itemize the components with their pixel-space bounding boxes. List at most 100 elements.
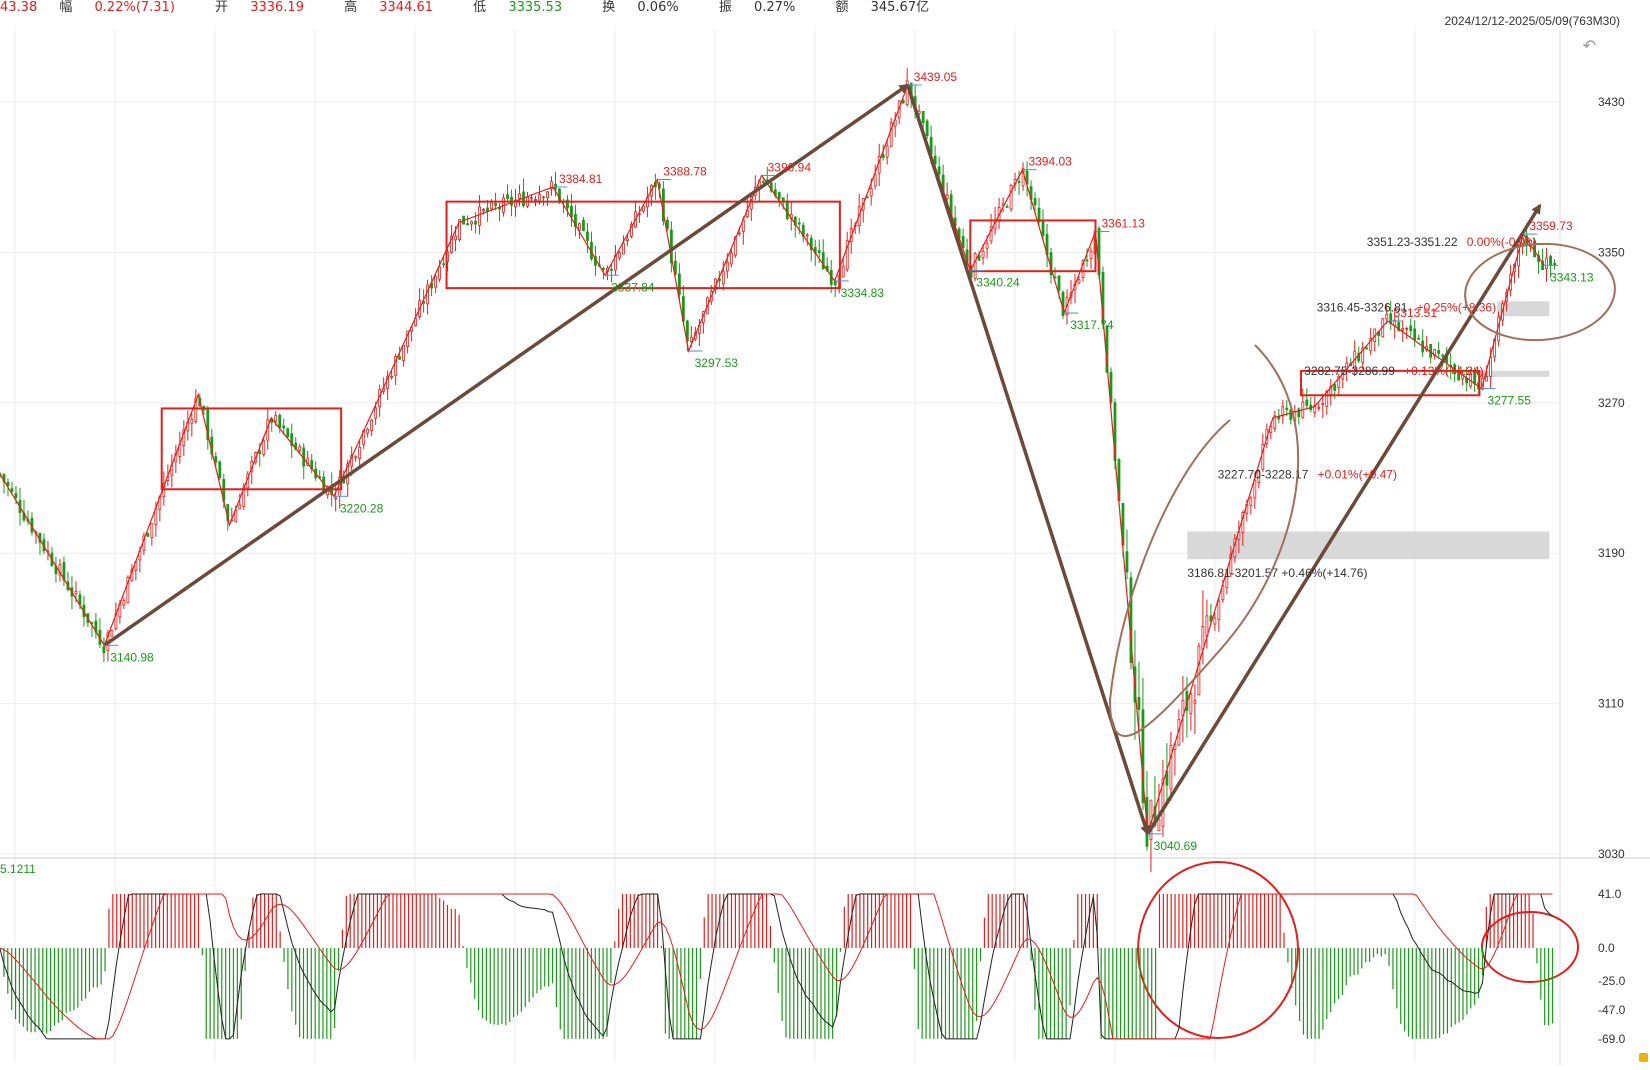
candle-body [618, 252, 621, 259]
candle-body [1125, 551, 1129, 573]
candle-body [426, 284, 430, 305]
trend-arrow [1146, 203, 1542, 835]
candle-body [665, 220, 669, 230]
candle-body [1257, 470, 1261, 483]
pivot-label: 3277.55 [1488, 394, 1532, 408]
pivot-label: 3040.69 [1154, 839, 1198, 853]
candle-body [1457, 373, 1461, 381]
circle-annotation [1464, 242, 1616, 342]
candle-body [402, 344, 406, 361]
candle-body [582, 220, 585, 231]
candle-body [14, 493, 18, 498]
candle-body [1037, 207, 1041, 223]
candle-body [1137, 696, 1141, 710]
candle-body [354, 456, 358, 459]
candle-body [1213, 617, 1217, 625]
candle-body [981, 250, 985, 259]
candle-body [1369, 338, 1373, 351]
zone-label: 3186.81-3201.57 +0.46%(+14.76) [1187, 566, 1367, 580]
candle-body [1077, 279, 1081, 284]
candle-body [194, 397, 198, 422]
candle-body [937, 166, 941, 175]
candle-body [689, 336, 693, 342]
candle-body [490, 201, 493, 210]
candle-body [685, 320, 689, 342]
candle-body [881, 154, 885, 159]
zone-pct-label: +0.25%(+8.36) [1417, 300, 1496, 314]
candle-body [182, 430, 186, 446]
candle-body [602, 268, 605, 270]
candle-body [781, 197, 785, 202]
candle-body [350, 455, 354, 467]
macd-tick-label: -47.0 [1598, 1003, 1626, 1017]
price-tick-label: 3270 [1598, 396, 1625, 410]
candle-body [290, 433, 294, 446]
candle-body [1009, 184, 1013, 210]
candle-body [733, 236, 737, 256]
candle-body [282, 425, 286, 429]
candle-body [809, 237, 813, 251]
turnover-group: 换 0.06% [602, 0, 679, 15]
pivot-label: 3317.74 [1070, 318, 1114, 332]
candle-body [190, 418, 194, 424]
candle-body [126, 577, 130, 604]
candle-body [470, 221, 473, 225]
candle-body [482, 209, 485, 212]
candle-body [1261, 443, 1265, 470]
candle-body [1305, 399, 1309, 406]
pivot-label: 3297.53 [695, 356, 739, 370]
candle-body [977, 255, 981, 261]
macd-tick-label: 41.0 [1598, 887, 1622, 901]
zone-label: 3227.70-3228.17 [1218, 467, 1309, 481]
price-axis: 3030 3110 3190 3270 3350 3430 41.0 0.0 -25.0 -47.… [1598, 95, 1626, 1046]
candle-body [725, 261, 729, 272]
candle-body [218, 461, 222, 479]
candle-body [1169, 745, 1173, 790]
candle-body [530, 197, 533, 200]
candle-body [286, 428, 290, 438]
support-zone [1476, 370, 1550, 377]
candle-body [1321, 402, 1325, 405]
candle-body [1041, 220, 1045, 236]
trend-lines [103, 83, 1542, 836]
candle-body [110, 630, 114, 637]
candle-body [398, 356, 402, 360]
consolidation-boxes [160, 200, 1481, 491]
candle-body [1385, 313, 1389, 320]
lock-icon[interactable] [1639, 1053, 1648, 1062]
candle-body [821, 252, 825, 270]
candle-body [550, 181, 553, 190]
zone-pct-label: 0.00%(-0.01) [1467, 235, 1536, 249]
candle-body [458, 219, 461, 240]
date-range: 2024/12/12-2025/05/09(763M30) [1444, 14, 1620, 28]
candle-body [1249, 497, 1253, 506]
candle-body [78, 594, 82, 605]
candle-body [6, 481, 10, 487]
change-group: 幅 0.22%(7.31) [59, 0, 175, 15]
candle-body [566, 199, 569, 209]
candle-body [438, 266, 441, 280]
candle-body [214, 456, 218, 463]
macd-circle [1481, 911, 1579, 983]
candle-body [1201, 626, 1205, 650]
candle-body [1389, 313, 1393, 324]
candle-body [574, 214, 577, 228]
pivot-label: 3388.78 [663, 164, 707, 178]
consolidation-box [160, 407, 343, 491]
undo-icon[interactable]: ↶ [1582, 38, 1596, 55]
candle-body [869, 188, 873, 197]
candle-body [1337, 375, 1341, 388]
support-zone [1187, 531, 1550, 560]
pivot-labels: 3140.98 3220.28 3384.81 3337.84 3388.78 3297.… [104, 70, 1594, 853]
candle-body [805, 234, 809, 237]
candle-body [925, 120, 929, 137]
candle-body [1273, 415, 1277, 429]
candle-body [1405, 327, 1409, 330]
candle-body [945, 194, 949, 199]
pivot-label: 3340.24 [976, 276, 1020, 290]
open-group: 开 3336.19 [215, 0, 304, 15]
candle-body [1225, 573, 1229, 588]
amplitude-group: 振 0.27% [718, 0, 796, 15]
candle-body [669, 229, 673, 264]
